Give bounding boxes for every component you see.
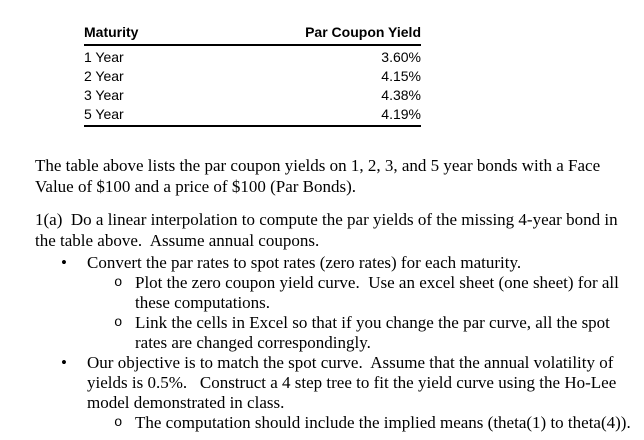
table-row: 2 Year 4.15%: [84, 67, 421, 86]
circle-bullet-icon: o: [114, 415, 123, 431]
table-row: 3 Year 4.38%: [84, 86, 421, 105]
list-item-text: Our objective is to match the spot curve…: [87, 353, 621, 412]
sub-list-item: o The computation should include the impl…: [87, 413, 635, 433]
circle-bullet-icon: o: [114, 275, 123, 291]
document-body: The table above lists the par coupon yie…: [35, 155, 635, 433]
maturity-cell: 2 Year: [84, 68, 124, 84]
list-item: • Our objective is to match the spot curv…: [35, 353, 635, 433]
circle-bullet-icon: o: [114, 315, 123, 331]
bullet-list: • Convert the par rates to spot rates (ze…: [35, 253, 635, 433]
sub-bullet-list: o The computation should include the impl…: [87, 413, 635, 433]
yield-cell: 4.38%: [381, 87, 421, 103]
yield-cell: 4.15%: [381, 68, 421, 84]
maturity-cell: 3 Year: [84, 87, 124, 103]
table-body: 1 Year 3.60% 2 Year 4.15% 3 Year 4.38% 5 Ye…: [84, 46, 421, 127]
list-item-text: Convert the par rates to spot rates (zer…: [87, 253, 522, 272]
yield-cell: 3.60%: [381, 49, 421, 65]
table-row: 5 Year 4.19%: [84, 105, 421, 124]
table-header-row: Maturity Par Coupon Yield: [84, 24, 421, 46]
column-header-par-coupon-yield: Par Coupon Yield: [305, 24, 421, 40]
bullet-icon: •: [61, 353, 67, 372]
sub-list-item-text: Plot the zero coupon yield curve. Use an…: [135, 273, 624, 312]
sub-list-item: o Plot the zero coupon yield curve. Use a…: [87, 273, 635, 313]
problem-1a-heading: 1(a) Do a linear interpolation to comput…: [35, 210, 622, 250]
yield-cell: 4.19%: [381, 106, 421, 122]
list-item: • Convert the par rates to spot rates (ze…: [35, 253, 635, 353]
maturity-cell: 1 Year: [84, 49, 124, 65]
sub-bullet-list: o Plot the zero coupon yield curve. Use a…: [87, 273, 635, 353]
sub-list-item-text: Link the cells in Excel so that if you c…: [135, 313, 615, 352]
bullet-icon: •: [61, 253, 67, 272]
maturity-cell: 5 Year: [84, 106, 124, 122]
table-row: 1 Year 3.60%: [84, 48, 421, 67]
column-header-maturity: Maturity: [84, 24, 139, 40]
sub-list-item: o Link the cells in Excel so that if you …: [87, 313, 635, 353]
intro-paragraph: The table above lists the par coupon yie…: [35, 156, 605, 196]
par-yield-table: Maturity Par Coupon Yield 1 Year 3.60% 2 Y…: [84, 24, 421, 127]
sub-list-item-text: The computation should include the impli…: [135, 413, 631, 432]
